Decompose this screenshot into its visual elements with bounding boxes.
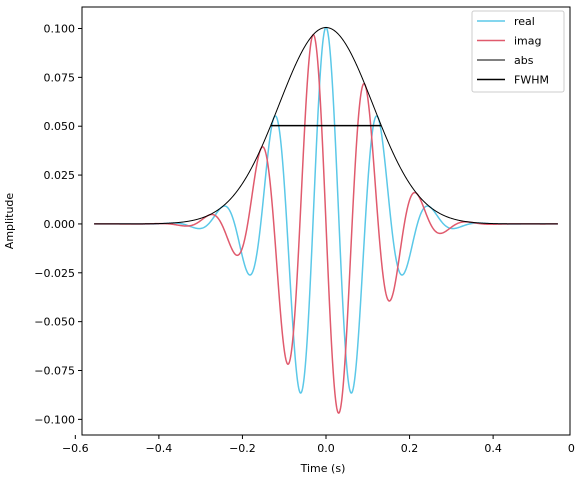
- y-tick-label: 0.000: [44, 218, 76, 231]
- x-tick-label: −0.6: [62, 442, 89, 455]
- x-tick-label: 0.4: [484, 442, 502, 455]
- y-tick-label: 0.050: [44, 120, 76, 133]
- y-tick-label: −0.075: [34, 365, 75, 378]
- legend: real imag abs FWHM: [471, 10, 565, 93]
- legend-label-abs: abs: [514, 54, 534, 67]
- y-tick-label: −0.050: [34, 316, 75, 329]
- x-tick-label: −0.2: [229, 442, 256, 455]
- y-tick-label: 0.075: [44, 71, 76, 84]
- y-tick-label: 0.100: [44, 22, 76, 35]
- legend-label-real: real: [514, 15, 535, 28]
- series-abs-line: [94, 27, 558, 225]
- y-tick-label: 0.025: [44, 169, 76, 182]
- x-axis-ticks: −0.6 −0.4 −0.2 0.0 0.2 0.4 0.6: [62, 435, 576, 455]
- x-tick-label: 0.0: [317, 442, 335, 455]
- x-axis-label: Time (s): [300, 462, 346, 475]
- legend-label-fwhm: FWHM: [514, 74, 549, 87]
- x-tick-label: −0.4: [146, 442, 173, 455]
- legend-box: [471, 10, 565, 93]
- legend-label-imag: imag: [514, 35, 542, 48]
- series-imag-line: [94, 33, 558, 414]
- y-axis-ticks: −0.100 −0.075 −0.050 −0.025 0.000 0.025 0.050 0…: [34, 22, 82, 426]
- y-tick-label: −0.100: [34, 413, 75, 426]
- y-tick-label: −0.025: [34, 267, 75, 280]
- x-tick-label: 0.2: [401, 442, 419, 455]
- x-tick-label: 0.6: [568, 442, 576, 455]
- series-layer: [94, 26, 558, 414]
- y-axis-label: Amplitude: [3, 193, 16, 250]
